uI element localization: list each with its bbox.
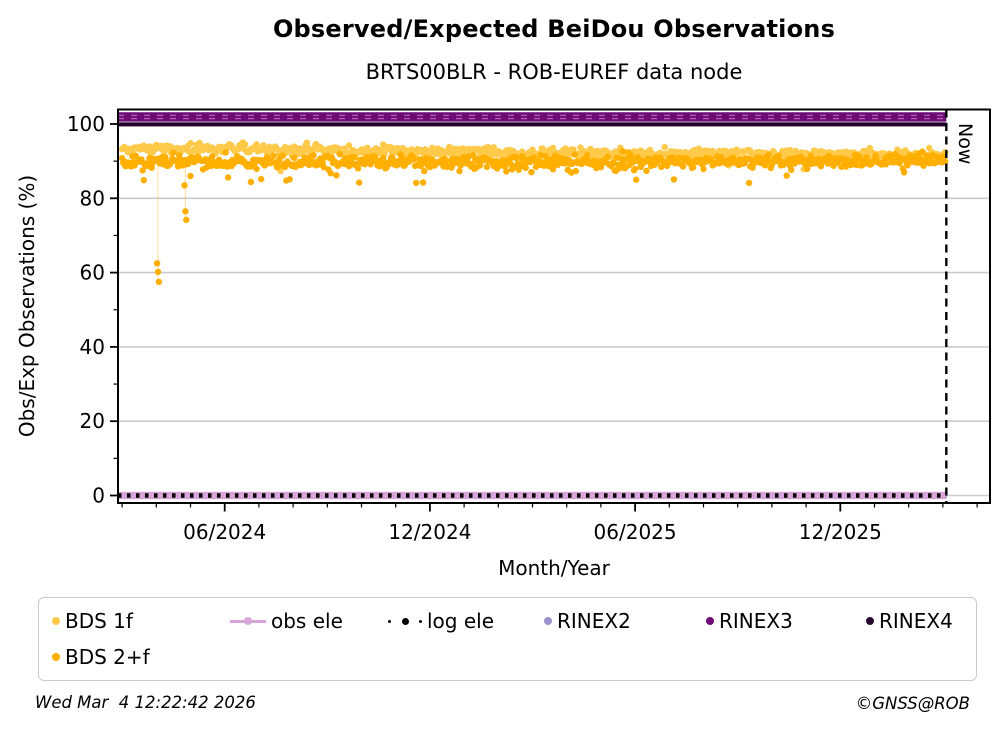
y-tick-label: 0	[92, 484, 105, 508]
legend-item-label: RINEX4	[879, 609, 953, 634]
legend-line-dot-icon	[230, 616, 266, 626]
scatter-bds-2-f	[118, 148, 949, 286]
copyright: ©GNSS@ROB	[855, 694, 970, 713]
y-tick-label: 60	[80, 261, 105, 285]
y-tick-label: 20	[80, 409, 105, 433]
legend-item-label: RINEX3	[719, 609, 793, 634]
legend-item-label: obs ele	[271, 609, 343, 634]
legend-item-rinex4: RINEX4	[866, 609, 976, 633]
y-axis-ticks: 0 20 40 60 80 100	[67, 112, 118, 508]
x-tick-label: 12/2025	[799, 520, 882, 544]
chart-subtitle: BRTS00BLR - ROB-EUREF data node	[365, 60, 743, 84]
legend-item-label: BDS 1f	[65, 609, 133, 634]
x-axis-title: Month/Year	[498, 556, 610, 580]
chart-title: Observed/Expected BeiDou Observations	[272, 15, 836, 43]
y-tick-label: 40	[80, 335, 105, 359]
legend-dot-icon	[52, 652, 60, 661]
legend-item-bds-1f: BDS 1f	[52, 609, 230, 633]
legend-item-log-ele: log ele	[388, 609, 544, 633]
ref-RINEX3	[118, 112, 947, 122]
plot-border	[117, 108, 991, 504]
ref-RINEX4	[118, 122, 947, 127]
legend-item-bds-2-f: BDS 2+f	[52, 645, 230, 669]
legend-item-label: BDS 2+f	[65, 644, 150, 669]
x-axis-ticks: 06/2024 12/2024 06/2025 12/2025	[121, 503, 978, 544]
legend-dot-icon	[866, 617, 874, 626]
reference-lines	[118, 112, 947, 500]
legend-item-obs-ele: obs ele	[230, 609, 388, 633]
y-tick-label: 100	[67, 112, 105, 136]
legend-dot-icon	[706, 617, 714, 626]
y-gridlines	[118, 197, 990, 497]
x-tick-label: 06/2025	[594, 520, 677, 544]
x-tick-label: 06/2024	[183, 520, 266, 544]
legend-dot-icon	[544, 617, 552, 626]
legend-dotted-line-icon	[388, 616, 422, 626]
legend: BDS 1f obs ele log ele RINEX2 RINEX3 RINEX4 BD…	[38, 597, 977, 681]
now-line-label: Now	[954, 123, 976, 165]
legend-item-rinex2: RINEX2	[544, 609, 706, 633]
legend-item-label: log ele	[427, 609, 495, 634]
legend-item-rinex3: RINEX3	[706, 609, 866, 633]
legend-dot-icon	[52, 617, 60, 626]
timestamp: Wed Mar 4 12:22:42 2026	[35, 693, 256, 712]
legend-item-label: RINEX2	[557, 609, 631, 634]
y-tick-label: 80	[80, 186, 105, 210]
x-tick-label: 12/2024	[388, 520, 471, 544]
